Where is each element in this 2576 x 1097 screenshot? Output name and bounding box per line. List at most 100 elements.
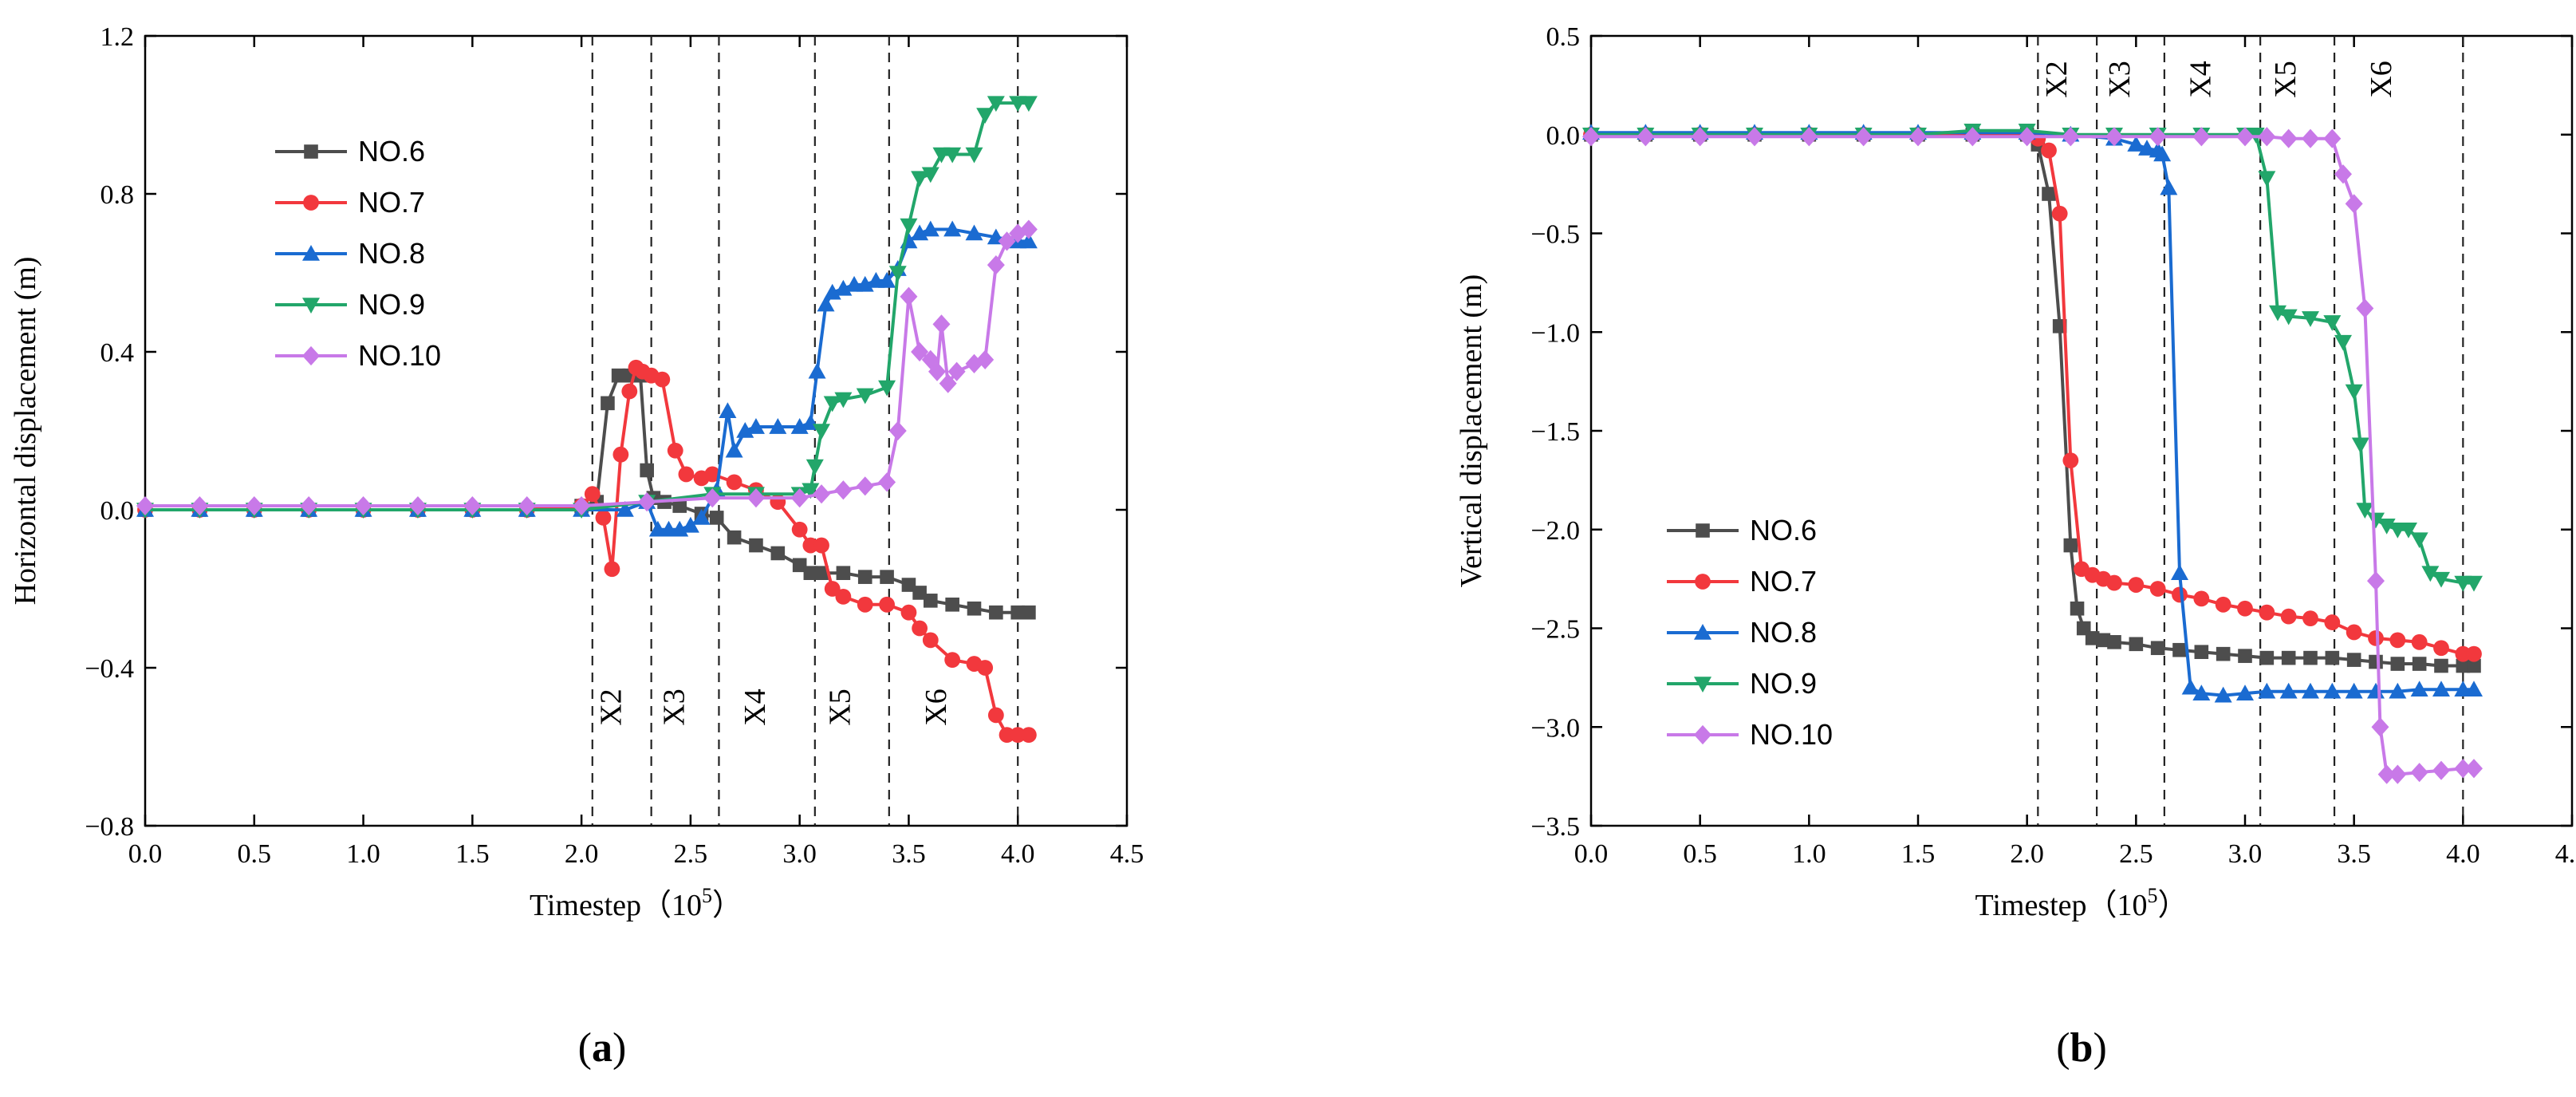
data-point (1746, 127, 1763, 147)
x-tick-label: 4.5 (1110, 839, 1144, 869)
data-point (2351, 437, 2369, 454)
data-point (2346, 624, 2362, 641)
data-point (900, 604, 917, 621)
data-point (1010, 727, 1026, 744)
series-line (145, 101, 1029, 511)
series-no6 (1584, 127, 2481, 673)
data-point (939, 373, 957, 393)
data-point (921, 220, 939, 237)
data-point (2214, 686, 2232, 703)
data-point (2465, 759, 2483, 779)
data-point (2302, 610, 2318, 627)
x-axis-title-exponent: 5 (702, 884, 712, 907)
data-point (2356, 298, 2374, 318)
data-point (2433, 640, 2449, 657)
data-point (2334, 164, 2352, 184)
data-point (803, 566, 818, 580)
x-tick-label: 3.5 (892, 839, 926, 869)
legend-swatch-marker (304, 144, 318, 159)
data-point (857, 570, 872, 584)
x-tick-label: 3.5 (2337, 839, 2371, 869)
x-tick-label: 1.0 (1792, 839, 1826, 869)
data-point (2215, 596, 2231, 613)
data-point (2411, 633, 2428, 650)
y-tick-label: 0.4 (100, 338, 135, 368)
legend-item: NO.6 (1667, 514, 1817, 547)
y-tick-label: 0.8 (100, 180, 135, 210)
x-tick-label: 1.5 (1901, 839, 1936, 869)
data-point (2368, 629, 2384, 646)
data-point (2149, 127, 2167, 147)
data-point (911, 341, 929, 362)
series-no8 (1582, 124, 2483, 703)
legend-label: NO.8 (1750, 616, 1817, 649)
data-point (2216, 646, 2231, 661)
data-point (912, 586, 927, 600)
data-point (2259, 650, 2275, 665)
y-tick-label: 1.2 (100, 22, 135, 52)
legend-item: NO.7 (275, 186, 425, 219)
data-point (604, 561, 620, 578)
legend-swatch-marker (303, 195, 319, 211)
data-point (976, 108, 995, 124)
y-tick-label: −3.0 (1530, 713, 1580, 743)
data-point (888, 420, 907, 441)
data-point (2302, 682, 2319, 699)
data-point (2345, 384, 2363, 401)
series-no9 (1582, 124, 2483, 592)
y-tick-label: 0.5 (1546, 22, 1581, 52)
legend: NO.6 NO.7 NO.8 NO.9 NO.10 (275, 135, 441, 372)
stage-divider-lines (2037, 36, 2464, 826)
data-point (943, 220, 962, 237)
data-point (977, 660, 994, 676)
data-point (1022, 605, 1036, 620)
data-point (770, 546, 786, 561)
stage-label: X5 (824, 689, 857, 725)
legend-item: NO.9 (275, 288, 425, 321)
data-point (746, 488, 765, 508)
data-point (998, 231, 1016, 251)
data-point (2302, 311, 2319, 327)
data-point (1691, 127, 1709, 147)
plot-frame (144, 34, 1128, 827)
data-point (2258, 171, 2276, 187)
stage-labels: X2 X3 X4 X5 X6 (2040, 61, 2398, 97)
x-tick-label: 0.5 (238, 839, 272, 869)
data-point (2434, 658, 2448, 673)
data-point (2194, 645, 2209, 659)
legend: NO.6 NO.7 NO.8 NO.9 NO.10 (1667, 514, 1833, 751)
data-point (2070, 601, 2085, 616)
x-tick-label: 2.5 (674, 839, 708, 869)
data-point (2171, 564, 2188, 580)
data-point (2390, 657, 2405, 671)
data-point (2345, 682, 2363, 699)
data-point (136, 495, 154, 516)
legend-swatch-marker (1695, 574, 1711, 590)
data-point (2138, 140, 2156, 156)
legend-item: NO.8 (275, 237, 425, 270)
data-point (2062, 452, 2079, 469)
series-line (1591, 132, 2474, 656)
data-point (2356, 503, 2374, 519)
x-axis-title-close: ） (2158, 889, 2188, 922)
data-point (2454, 759, 2472, 779)
data-point (616, 501, 634, 517)
data-point (792, 558, 807, 573)
y-axis-title: Vertical displacement (m) (1455, 274, 1488, 588)
stage-labels: X2 X3 X4 X5 X6 (594, 689, 953, 725)
data-point (2192, 685, 2211, 700)
x-axis-ticks: 0.0 0.5 1.0 1.5 2.0 2.5 3.0 3.5 4.0 4.5 (1574, 36, 2576, 869)
data-point (2465, 575, 2483, 592)
data-point (2129, 637, 2144, 652)
data-point (2465, 681, 2483, 697)
data-point (928, 361, 947, 381)
panel-label: (b) (2056, 1025, 2107, 1071)
data-point (1637, 127, 1655, 147)
data-point (900, 218, 918, 235)
data-point (672, 499, 687, 513)
data-point (911, 171, 929, 187)
data-point (2279, 309, 2298, 326)
data-point (2236, 685, 2254, 700)
data-point (900, 286, 918, 306)
data-point (654, 371, 671, 388)
